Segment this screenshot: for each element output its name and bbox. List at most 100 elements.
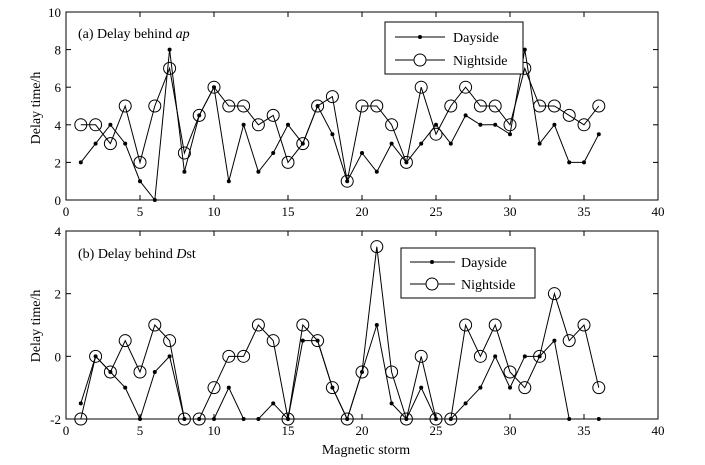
data-point-nightside [562, 108, 576, 122]
data-point-nightside [192, 412, 206, 426]
data-point-nightside [89, 349, 103, 363]
data-point-nightside [355, 365, 369, 379]
data-point-nightside [192, 108, 206, 122]
data-point-dayside [463, 401, 468, 406]
y-tick-label: 4 [55, 118, 62, 133]
y-tick-label: 6 [55, 80, 62, 95]
panel-a-ylabel: Delay time/h [29, 72, 44, 145]
data-point-nightside [444, 99, 458, 113]
data-point-nightside [133, 365, 147, 379]
data-point-nightside [222, 99, 236, 113]
data-point-dayside [241, 122, 246, 127]
data-point-nightside [325, 90, 339, 104]
data-point-nightside [370, 240, 384, 254]
data-point-dayside [226, 385, 231, 390]
data-point-dayside [389, 401, 394, 406]
data-point-nightside [503, 365, 517, 379]
data-point-nightside [577, 118, 591, 132]
data-point-nightside [281, 155, 295, 169]
data-point-nightside [296, 318, 310, 332]
data-point-nightside [562, 334, 576, 348]
data-point-nightside [266, 108, 280, 122]
legend-a-dayside-marker [418, 35, 422, 39]
data-point-nightside [399, 155, 413, 169]
x-tick-label: 30 [504, 204, 517, 219]
y-tick-label: 2 [55, 155, 62, 170]
x-tick-label: 15 [282, 423, 295, 438]
legend-b-dayside-label: Dayside [461, 256, 507, 271]
data-point-nightside [592, 99, 606, 113]
data-point-dayside [93, 141, 98, 146]
data-point-nightside [592, 381, 606, 395]
data-point-dayside [419, 385, 424, 390]
data-point-nightside [103, 365, 117, 379]
data-point-dayside [226, 179, 231, 184]
x-tick-label: 5 [137, 204, 144, 219]
data-point-nightside [237, 349, 251, 363]
data-point-nightside [251, 118, 265, 132]
data-point-dayside [463, 113, 468, 118]
data-point-dayside [419, 141, 424, 146]
panel-a: 0 5 10 15 20 25 30 35 40 0 2 4 6 8 10 (a) Delay behind… [29, 5, 665, 219]
data-point-nightside [533, 349, 547, 363]
data-point-nightside [459, 80, 473, 94]
data-point-nightside [533, 99, 547, 113]
data-point-nightside [148, 318, 162, 332]
series-line-nightside [80, 246, 600, 421]
data-point-dayside [552, 122, 557, 127]
data-point-nightside [177, 412, 191, 426]
data-point-dayside [374, 169, 379, 174]
data-point-nightside [414, 80, 428, 94]
data-point-nightside [237, 99, 251, 113]
data-point-nightside [89, 118, 103, 132]
data-point-nightside [311, 334, 325, 348]
data-point-nightside [488, 99, 502, 113]
data-point-dayside [522, 354, 527, 359]
x-tick-label: 5 [137, 423, 144, 438]
data-point-nightside [251, 318, 265, 332]
data-point-nightside [118, 334, 132, 348]
data-point-nightside [266, 334, 280, 348]
data-point-nightside [222, 349, 236, 363]
data-point-dayside [152, 370, 157, 374]
data-point-nightside [429, 412, 443, 426]
data-point-nightside [340, 412, 354, 426]
data-point-dayside [108, 122, 113, 127]
legend-a-nightside-label: Nightside [453, 54, 507, 69]
data-point-dayside [212, 417, 216, 421]
data-point-dayside [493, 354, 498, 359]
data-point-dayside [300, 338, 305, 343]
data-point-nightside [281, 412, 295, 426]
x-tick-label: 20 [356, 423, 369, 438]
data-point-nightside [311, 99, 325, 113]
data-point-nightside [296, 137, 310, 151]
data-point-dayside [522, 47, 527, 52]
y-tick-label: 0 [55, 349, 62, 364]
legend-b-nightside-marker [425, 277, 439, 291]
panel-a-legend: Dayside Nightside [384, 21, 524, 75]
x-tick-label: 30 [504, 423, 517, 438]
data-point-nightside [177, 146, 191, 160]
data-point-nightside [385, 118, 399, 132]
data-point-nightside [547, 287, 561, 301]
data-point-nightside [503, 118, 517, 132]
data-point-nightside [399, 412, 413, 426]
data-point-nightside [74, 412, 88, 426]
x-tick-label: 0 [63, 423, 70, 438]
data-point-nightside [414, 349, 428, 363]
data-point-nightside [148, 99, 162, 113]
data-point-nightside [74, 118, 88, 132]
data-point-dayside [596, 417, 601, 421]
data-point-nightside [163, 334, 177, 348]
data-point-nightside [133, 155, 147, 169]
panel-a-title: (a) Delay behind ap [78, 27, 190, 42]
data-point-dayside [286, 122, 290, 127]
panel-b-title: (b) Delay behind Dst [78, 247, 196, 262]
data-point-dayside [360, 151, 364, 155]
data-point-dayside [508, 385, 512, 390]
data-point-nightside [385, 365, 399, 379]
data-point-nightside [473, 349, 487, 363]
data-point-dayside [271, 151, 276, 155]
panel-b-series [74, 240, 606, 426]
